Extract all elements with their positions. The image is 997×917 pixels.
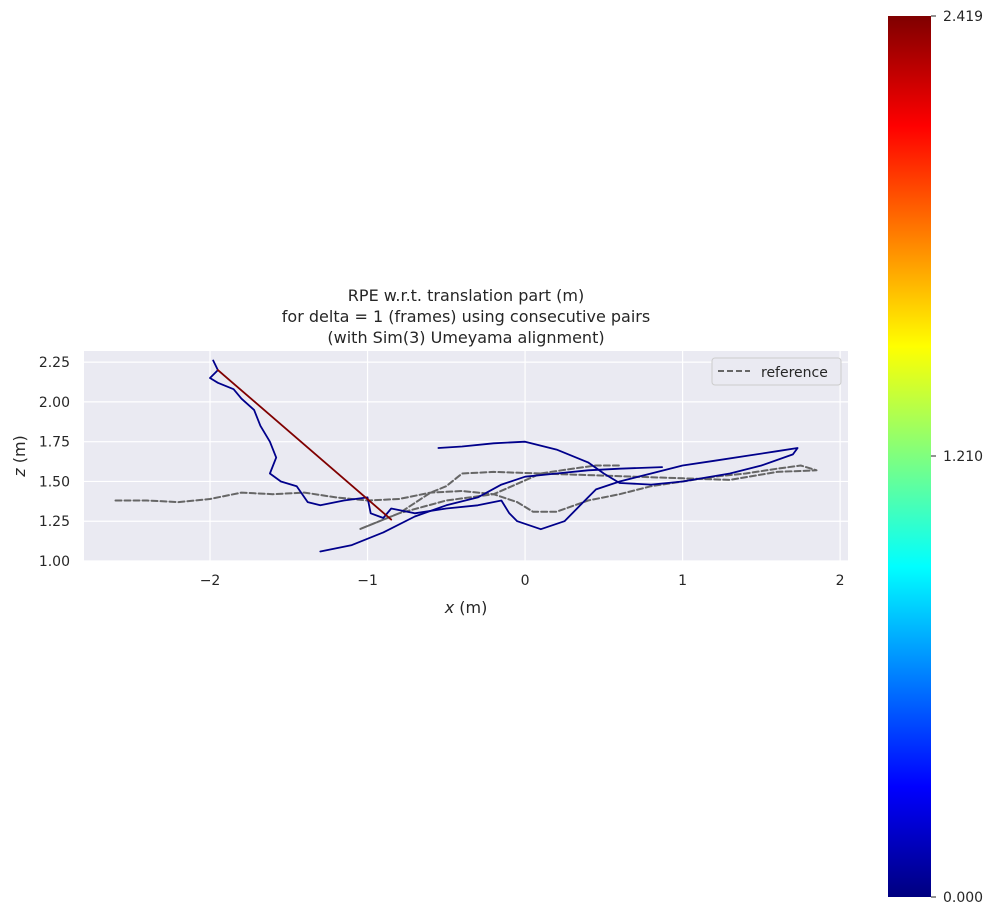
y-tick-label: 1.25 (39, 514, 70, 530)
plot-area (84, 351, 848, 561)
colorbar-label-mid: 1.210 (943, 449, 983, 465)
colorbar-gradient (888, 16, 931, 897)
colorbar: 2.419 1.210 0.000 (888, 9, 983, 906)
x-tick-label: −1 (357, 573, 378, 589)
trajectory-segment-1 (209, 359, 799, 531)
chart-title-line-1: RPE w.r.t. translation part (m) (348, 286, 584, 305)
legend-reference-label: reference (761, 365, 828, 381)
series-reference-line (114, 464, 818, 531)
trajectory-segment-3 (216, 369, 393, 521)
x-tick-label: 2 (836, 573, 845, 589)
y-tick-label: 1.75 (39, 435, 70, 451)
x-tick-label: 0 (521, 573, 530, 589)
series-layer (114, 359, 818, 553)
colorbar-label-max: 2.419 (943, 9, 983, 25)
y-tick-labels: 1.00 1.25 1.50 1.75 2.00 2.25 (39, 355, 70, 570)
chart-title-line-2: for delta = 1 (frames) using consecutive… (282, 307, 650, 326)
y-tick-label: 2.00 (39, 395, 70, 411)
legend-box (711, 357, 842, 386)
x-axis-label: x (m) (444, 598, 488, 617)
legend: reference (711, 357, 842, 386)
x-tick-labels: −2 −1 0 1 2 (200, 573, 845, 589)
y-tick-label: 1.50 (39, 474, 70, 490)
colorbar-label-min: 0.000 (943, 890, 983, 906)
y-axis-label: z (m) (10, 435, 29, 478)
x-tick-label: −2 (200, 573, 221, 589)
chart-title-line-3: (with Sim(3) Umeyama alignment) (327, 328, 604, 347)
trajectory-segment-2 (319, 466, 663, 553)
y-tick-label: 2.25 (39, 355, 70, 371)
y-tick-label: 1.00 (39, 554, 70, 570)
x-tick-label: 1 (678, 573, 687, 589)
